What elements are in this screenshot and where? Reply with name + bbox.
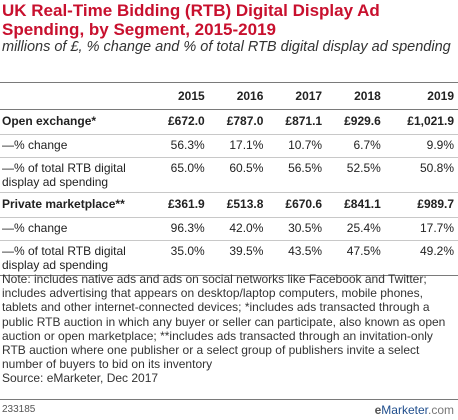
table-row-open-exchange-share: —% of total RTB digital display ad spend… (0, 157, 458, 193)
cell-value: 10.7% (267, 134, 327, 158)
year-header: 2016 (208, 82, 268, 110)
cell-value: 17.1% (208, 134, 268, 158)
cell-value: £787.0 (208, 109, 268, 135)
cell-value: £989.7 (384, 192, 458, 218)
cell-value: £1,021.9 (384, 109, 458, 135)
row-label: Open exchange* (0, 109, 150, 135)
year-header: 2017 (267, 82, 327, 110)
table-row-private-marketplace-share: —% of total RTB digital display ad spend… (0, 240, 458, 276)
data-table-wrap: 2015 2016 2017 2018 2019 Open exchange* … (0, 82, 458, 276)
cell-value: 50.8% (384, 157, 458, 193)
chart-title: UK Real-Time Bidding (RTB) Digital Displ… (2, 1, 380, 39)
header-row: 2015 2016 2017 2018 2019 (0, 82, 458, 110)
chart-subtitle: millions of £, % change and % of total R… (2, 39, 451, 55)
cell-value: 25.4% (326, 217, 385, 241)
row-label: —% of total RTB digital display ad spend… (0, 157, 150, 193)
table-row-open-exchange: Open exchange* £672.0 £787.0 £871.1 £929… (0, 109, 458, 135)
year-header: 2018 (326, 82, 385, 110)
footnote-text: Note: includes native ads and ads on soc… (2, 272, 446, 372)
emarketer-logo: eMarketer.com (375, 403, 454, 417)
cell-value: 6.7% (326, 134, 385, 158)
cell-value: 47.5% (326, 240, 385, 276)
cell-value: 96.3% (150, 217, 209, 241)
cell-value: £672.0 (150, 109, 209, 135)
chart-id: 233185 (2, 404, 36, 415)
row-label: Private marketplace** (0, 192, 150, 218)
row-label: —% of total RTB digital display ad spend… (0, 240, 150, 276)
cell-value: 35.0% (150, 240, 209, 276)
cell-value: 39.5% (208, 240, 268, 276)
cell-value: 9.9% (384, 134, 458, 158)
cell-value: £513.8 (208, 192, 268, 218)
year-header: 2019 (384, 82, 458, 110)
logo-e: e (374, 403, 382, 417)
cell-value: 65.0% (150, 157, 209, 193)
header-corner (0, 82, 150, 110)
cell-value: 49.2% (384, 240, 458, 276)
data-table: 2015 2016 2017 2018 2019 Open exchange* … (0, 82, 458, 276)
cell-value: 17.7% (384, 217, 458, 241)
source-text: Source: eMarketer, Dec 2017 (2, 371, 159, 386)
footnote: Note: includes native ads and ads on soc… (2, 272, 456, 386)
year-header: 2015 (150, 82, 209, 110)
cell-value: £841.1 (326, 192, 385, 218)
cell-value: 60.5% (208, 157, 268, 193)
cell-value: £929.6 (326, 109, 385, 135)
cell-value: 42.0% (208, 217, 268, 241)
cell-value: £871.1 (267, 109, 327, 135)
table-row-open-exchange-change: —% change 56.3% 17.1% 10.7% 6.7% 9.9% (0, 134, 458, 158)
cell-value: 56.3% (150, 134, 209, 158)
cell-value: 43.5% (267, 240, 327, 276)
logo-marketer: Marketer (381, 403, 428, 417)
logo-com: .com (427, 403, 454, 417)
footer-divider (0, 399, 458, 400)
cell-value: 52.5% (326, 157, 385, 193)
cell-value: 56.5% (267, 157, 327, 193)
table-row-private-marketplace: Private marketplace** £361.9 £513.8 £670… (0, 192, 458, 218)
cell-value: 30.5% (267, 217, 327, 241)
table-row-private-marketplace-change: —% change 96.3% 42.0% 30.5% 25.4% 17.7% (0, 217, 458, 241)
row-label: —% change (0, 134, 150, 158)
row-label: —% change (0, 217, 150, 241)
cell-value: £361.9 (150, 192, 209, 218)
cell-value: £670.6 (267, 192, 327, 218)
